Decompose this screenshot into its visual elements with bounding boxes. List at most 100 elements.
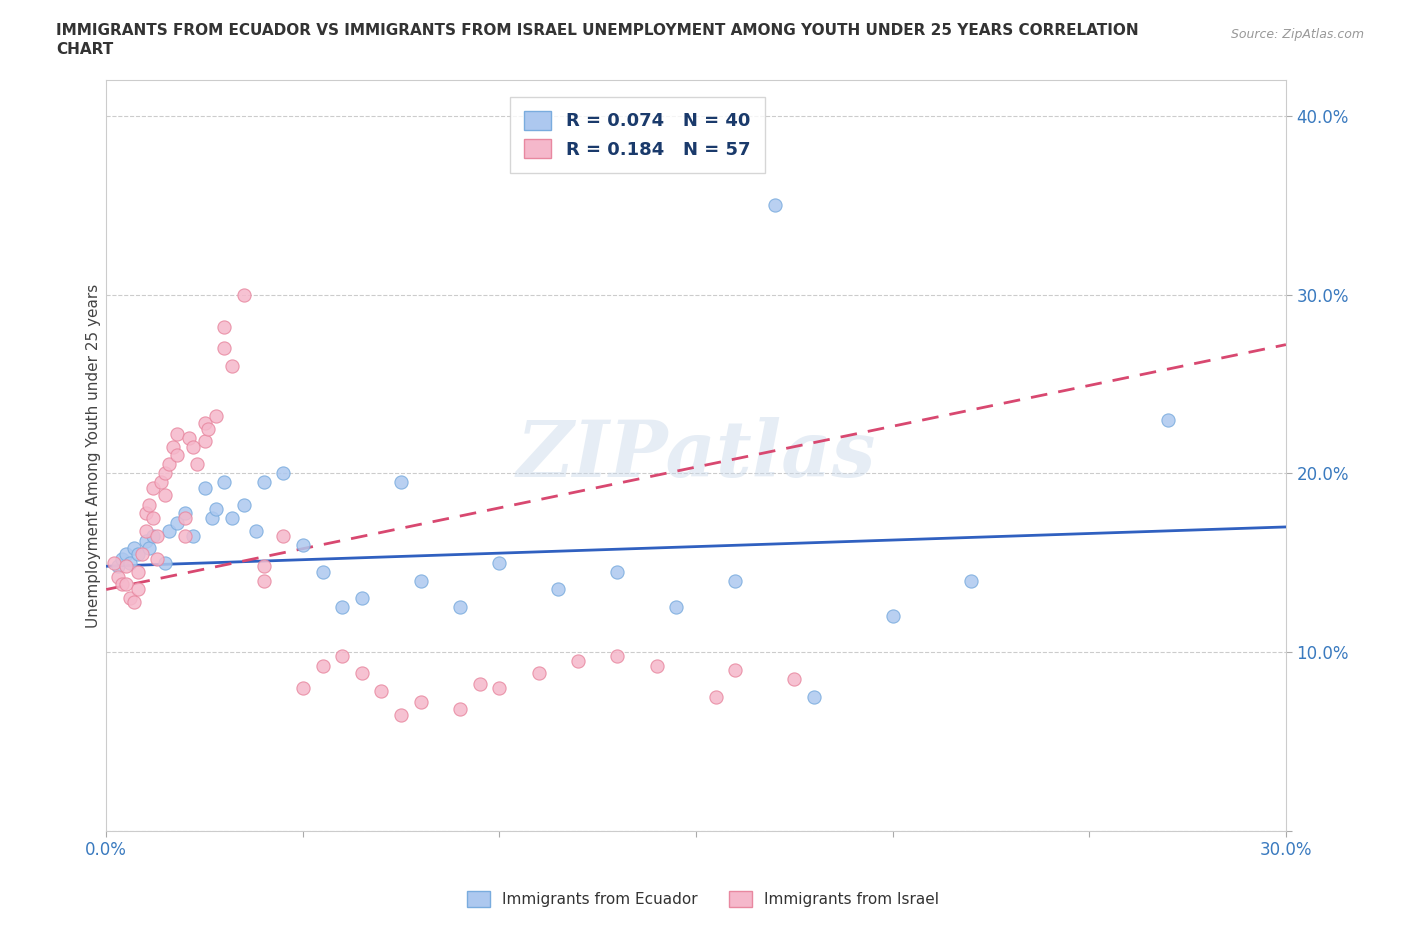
Point <box>142 511 165 525</box>
Point <box>252 573 274 588</box>
Text: ZIPatlas: ZIPatlas <box>516 418 876 494</box>
Point <box>271 528 294 543</box>
Point <box>135 505 157 520</box>
Point <box>567 654 589 669</box>
Point <box>704 689 727 704</box>
Point <box>135 523 157 538</box>
Point <box>409 695 432 710</box>
Point <box>271 466 294 481</box>
Point <box>122 594 145 609</box>
Point <box>162 439 184 454</box>
Point <box>103 555 125 570</box>
Point <box>330 648 353 663</box>
Point <box>527 666 550 681</box>
Point <box>181 528 204 543</box>
Point <box>330 600 353 615</box>
Point <box>166 427 188 442</box>
Point <box>111 551 134 566</box>
Point <box>118 555 141 570</box>
Point <box>146 528 169 543</box>
Point <box>142 480 165 495</box>
Point <box>107 559 129 574</box>
Point <box>350 666 373 681</box>
Point <box>131 546 153 561</box>
Point <box>783 671 806 686</box>
Point <box>606 565 628 579</box>
Point <box>157 457 180 472</box>
Point <box>155 487 177 502</box>
Point <box>547 582 569 597</box>
Point <box>201 511 224 525</box>
Point <box>177 431 200 445</box>
Point <box>155 555 177 570</box>
Point <box>606 648 628 663</box>
Point <box>173 511 195 525</box>
Point <box>181 439 204 454</box>
Point <box>291 681 314 696</box>
Point <box>232 498 254 513</box>
Point <box>1157 412 1180 427</box>
Point <box>115 559 138 574</box>
Point <box>115 577 138 591</box>
Point <box>166 516 188 531</box>
Point <box>173 528 195 543</box>
Point <box>488 555 510 570</box>
Point <box>205 408 228 423</box>
Point <box>111 577 134 591</box>
Text: IMMIGRANTS FROM ECUADOR VS IMMIGRANTS FROM ISRAEL UNEMPLOYMENT AMONG YOUTH UNDER: IMMIGRANTS FROM ECUADOR VS IMMIGRANTS FR… <box>56 23 1139 38</box>
Point <box>127 565 149 579</box>
Point <box>193 433 215 448</box>
Point <box>311 659 333 674</box>
Point <box>803 689 825 704</box>
Point <box>389 707 412 722</box>
Point <box>221 511 243 525</box>
Point <box>724 662 747 677</box>
Point <box>468 677 491 692</box>
Point <box>197 421 219 436</box>
Point <box>252 475 274 490</box>
Point <box>212 475 235 490</box>
Point <box>127 546 149 561</box>
Point <box>193 416 215 431</box>
Point <box>350 591 373 605</box>
Point <box>882 609 904 624</box>
Point <box>155 466 177 481</box>
Text: Source: ZipAtlas.com: Source: ZipAtlas.com <box>1230 28 1364 41</box>
Point <box>449 600 471 615</box>
Point <box>232 287 254 302</box>
Point <box>449 702 471 717</box>
Point <box>252 559 274 574</box>
Point <box>135 534 157 549</box>
Text: CHART: CHART <box>56 42 114 57</box>
Point <box>370 684 392 698</box>
Point <box>166 448 188 463</box>
Point <box>212 340 235 355</box>
Legend: R = 0.074   N = 40, R = 0.184   N = 57: R = 0.074 N = 40, R = 0.184 N = 57 <box>509 97 765 173</box>
Point <box>212 319 235 334</box>
Y-axis label: Unemployment Among Youth under 25 years: Unemployment Among Youth under 25 years <box>86 284 101 628</box>
Point <box>146 551 169 566</box>
Point <box>127 582 149 597</box>
Point <box>724 573 747 588</box>
Point <box>193 480 215 495</box>
Legend: Immigrants from Ecuador, Immigrants from Israel: Immigrants from Ecuador, Immigrants from… <box>461 884 945 913</box>
Point <box>115 546 138 561</box>
Point <box>150 475 173 490</box>
Point <box>138 498 160 513</box>
Point <box>142 528 165 543</box>
Point <box>763 198 786 213</box>
Point <box>186 457 208 472</box>
Point <box>205 501 228 516</box>
Point <box>221 359 243 374</box>
Point <box>645 659 668 674</box>
Point <box>122 541 145 556</box>
Point <box>138 541 160 556</box>
Point <box>311 565 333 579</box>
Point <box>488 681 510 696</box>
Point <box>665 600 688 615</box>
Point <box>960 573 983 588</box>
Point <box>107 569 129 584</box>
Point <box>389 475 412 490</box>
Point <box>173 505 195 520</box>
Point <box>118 591 141 605</box>
